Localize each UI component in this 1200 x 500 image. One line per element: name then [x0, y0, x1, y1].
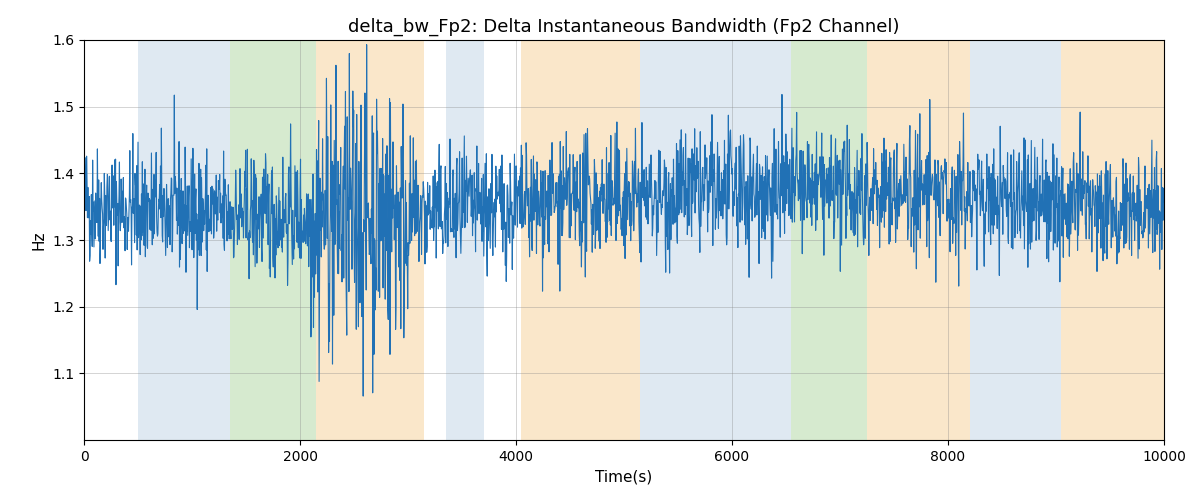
Bar: [792, 40, 866, 440]
Bar: [317, 40, 425, 440]
Bar: [230, 40, 317, 440]
X-axis label: Time(s): Time(s): [595, 470, 653, 484]
Bar: [866, 40, 970, 440]
Title: delta_bw_Fp2: Delta Instantaneous Bandwidth (Fp2 Channel): delta_bw_Fp2: Delta Instantaneous Bandwi…: [348, 18, 900, 36]
Bar: [138, 40, 230, 440]
Bar: [970, 40, 1062, 440]
Bar: [521, 40, 641, 440]
Bar: [446, 40, 484, 440]
Bar: [1062, 40, 1164, 440]
Bar: [749, 40, 792, 440]
Y-axis label: Hz: Hz: [31, 230, 47, 250]
Bar: [641, 40, 749, 440]
